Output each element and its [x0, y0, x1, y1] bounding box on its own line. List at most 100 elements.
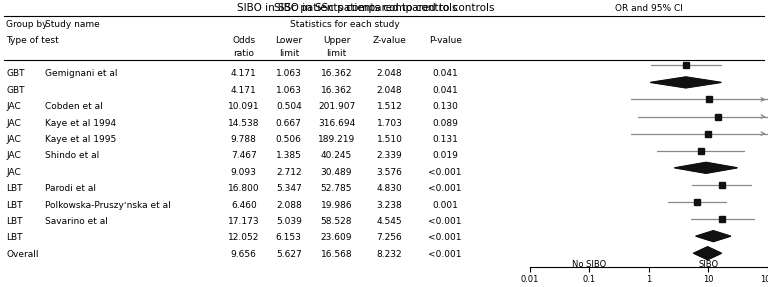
Text: 0.041: 0.041 — [432, 86, 458, 95]
Text: 9.788: 9.788 — [231, 135, 257, 144]
Text: 8.232: 8.232 — [376, 250, 402, 259]
Text: 9.093: 9.093 — [231, 168, 257, 177]
Text: 58.528: 58.528 — [321, 217, 353, 226]
Polygon shape — [694, 247, 721, 260]
Text: limit: limit — [326, 49, 346, 58]
Text: Shindo et al: Shindo et al — [45, 151, 99, 160]
Text: 4.171: 4.171 — [231, 69, 257, 78]
Text: 0.506: 0.506 — [276, 135, 302, 144]
Text: ratio: ratio — [233, 49, 254, 58]
Text: 5.039: 5.039 — [276, 217, 302, 226]
Text: Group by: Group by — [6, 20, 48, 29]
Text: LBT: LBT — [6, 201, 23, 210]
Text: 9.656: 9.656 — [231, 250, 257, 259]
Text: 0.041: 0.041 — [432, 69, 458, 78]
Text: 6.460: 6.460 — [231, 201, 257, 210]
Text: 40.245: 40.245 — [321, 151, 352, 160]
Text: 1.063: 1.063 — [276, 86, 302, 95]
Text: 4.171: 4.171 — [231, 86, 257, 95]
Text: Study name: Study name — [45, 20, 100, 29]
Text: <0.001: <0.001 — [429, 250, 462, 259]
Text: 14.538: 14.538 — [228, 119, 260, 127]
Text: 12.052: 12.052 — [228, 233, 260, 242]
Text: 16.362: 16.362 — [321, 86, 353, 95]
Polygon shape — [675, 162, 737, 173]
Text: 5.627: 5.627 — [276, 250, 302, 259]
Text: 10.091: 10.091 — [228, 102, 260, 111]
Text: 2.088: 2.088 — [276, 201, 302, 210]
Text: 3.576: 3.576 — [376, 168, 402, 177]
Text: No SIBO: No SIBO — [572, 260, 607, 269]
Text: 1.512: 1.512 — [376, 102, 402, 111]
Text: Kaye et al 1994: Kaye et al 1994 — [45, 119, 116, 127]
Text: JAC: JAC — [6, 119, 21, 127]
Text: 2.712: 2.712 — [276, 168, 302, 177]
Text: 3.238: 3.238 — [376, 201, 402, 210]
Text: Z-value: Z-value — [372, 36, 406, 46]
Text: LBT: LBT — [6, 217, 23, 226]
Text: <0.001: <0.001 — [429, 184, 462, 193]
Text: limit: limit — [279, 49, 299, 58]
Text: 316.694: 316.694 — [318, 119, 355, 127]
Text: 1.063: 1.063 — [276, 69, 302, 78]
Text: 2.048: 2.048 — [376, 69, 402, 78]
Text: 17.173: 17.173 — [228, 217, 260, 226]
Polygon shape — [696, 231, 730, 242]
Text: SIBO in SSc patients compared to controls: SIBO in SSc patients compared to control… — [237, 3, 458, 13]
Text: 0.089: 0.089 — [432, 119, 458, 127]
Text: 1.385: 1.385 — [276, 151, 302, 160]
Text: JAC: JAC — [6, 135, 21, 144]
Text: 0.504: 0.504 — [276, 102, 302, 111]
Text: Savarino et al: Savarino et al — [45, 217, 108, 226]
Text: 16.568: 16.568 — [321, 250, 353, 259]
Text: <0.001: <0.001 — [429, 233, 462, 242]
Text: OR and 95% CI: OR and 95% CI — [615, 4, 683, 13]
Text: 0.019: 0.019 — [432, 151, 458, 160]
Text: Cobden et al: Cobden et al — [45, 102, 103, 111]
Text: 16.362: 16.362 — [321, 69, 353, 78]
Text: 0.001: 0.001 — [432, 201, 458, 210]
Text: 0.131: 0.131 — [432, 135, 458, 144]
Text: Polkowska-Pruszyʻnska et al: Polkowska-Pruszyʻnska et al — [45, 201, 170, 210]
Text: Statistics for each study: Statistics for each study — [290, 20, 399, 29]
Text: 1.510: 1.510 — [376, 135, 402, 144]
Text: JAC: JAC — [6, 168, 21, 177]
Text: SIBO: SIBO — [698, 260, 719, 269]
Text: LBT: LBT — [6, 184, 23, 193]
Text: 30.489: 30.489 — [321, 168, 353, 177]
Text: Gemignani et al: Gemignani et al — [45, 69, 118, 78]
Text: 189.219: 189.219 — [318, 135, 355, 144]
Text: 0.130: 0.130 — [432, 102, 458, 111]
Text: Parodi et al: Parodi et al — [45, 184, 96, 193]
Text: Odds: Odds — [232, 36, 255, 46]
Text: 23.609: 23.609 — [321, 233, 353, 242]
Text: Lower: Lower — [275, 36, 303, 46]
Text: 201.907: 201.907 — [318, 102, 355, 111]
Text: Type of test: Type of test — [6, 36, 59, 46]
Text: JAC: JAC — [6, 102, 21, 111]
Text: 19.986: 19.986 — [321, 201, 353, 210]
Text: GBT: GBT — [6, 86, 25, 95]
Text: 52.785: 52.785 — [321, 184, 353, 193]
Text: 4.545: 4.545 — [376, 217, 402, 226]
Text: 1.703: 1.703 — [376, 119, 402, 127]
Text: <0.001: <0.001 — [429, 217, 462, 226]
Text: Upper: Upper — [323, 36, 350, 46]
Text: 7.256: 7.256 — [376, 233, 402, 242]
Text: JAC: JAC — [6, 151, 21, 160]
Polygon shape — [650, 77, 721, 88]
Text: Kaye et al 1995: Kaye et al 1995 — [45, 135, 116, 144]
Text: 2.048: 2.048 — [376, 86, 402, 95]
Text: LBT: LBT — [6, 233, 23, 242]
Text: 7.467: 7.467 — [231, 151, 257, 160]
Text: GBT: GBT — [6, 69, 25, 78]
Text: 5.347: 5.347 — [276, 184, 302, 193]
Text: <0.001: <0.001 — [429, 168, 462, 177]
Text: 6.153: 6.153 — [276, 233, 302, 242]
Text: 4.830: 4.830 — [376, 184, 402, 193]
Text: 2.339: 2.339 — [376, 151, 402, 160]
Text: SIBO in SSc patients compared to controls: SIBO in SSc patients compared to control… — [273, 3, 495, 13]
Text: 16.800: 16.800 — [228, 184, 260, 193]
Text: 0.667: 0.667 — [276, 119, 302, 127]
Text: Overall: Overall — [6, 250, 39, 259]
